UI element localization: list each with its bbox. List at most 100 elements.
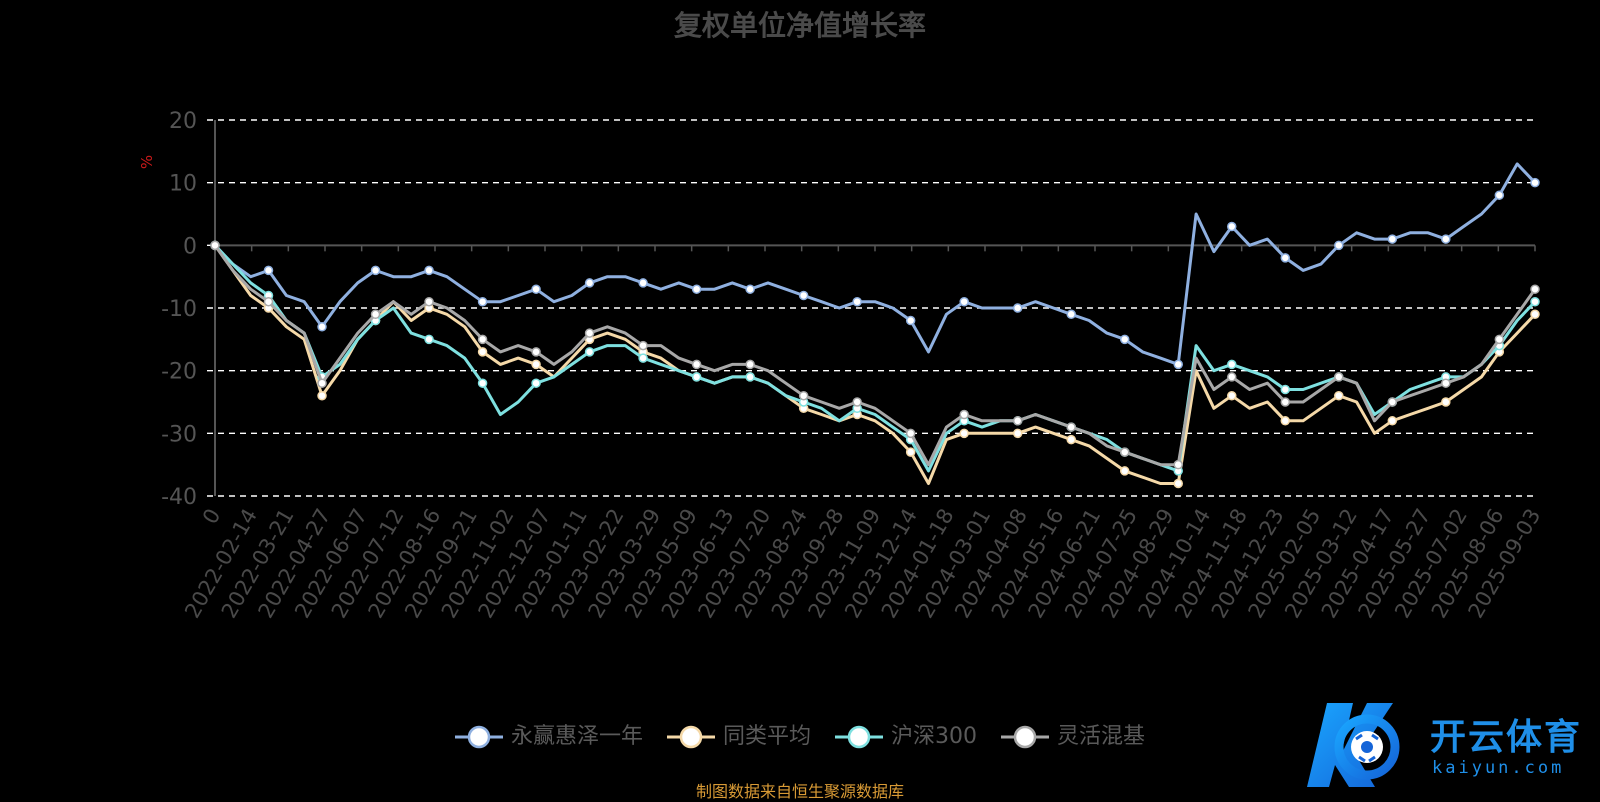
data-point [424, 296, 434, 307]
data-point [852, 296, 862, 307]
y-axis-label: % [138, 155, 156, 169]
data-point [745, 359, 755, 370]
series-line-2 [213, 244, 1537, 473]
data-point [1173, 459, 1183, 470]
x-tick-label: 0 [198, 505, 225, 529]
data-point [1334, 390, 1344, 401]
data-point [905, 447, 916, 457]
data-point [1119, 466, 1130, 476]
data-point [584, 328, 595, 338]
data-point [1280, 397, 1291, 407]
series-0 [210, 162, 1540, 370]
data-point [1227, 372, 1237, 382]
legend-label: 灵活混基 [1057, 724, 1146, 749]
data-point [1012, 416, 1023, 426]
kaiyun-logo [1307, 703, 1400, 787]
series-line-3 [213, 244, 1537, 467]
legend-label: 永赢惠泽一年 [510, 724, 643, 749]
data-point [1012, 303, 1023, 313]
data-point [1119, 447, 1130, 457]
series-1 [210, 240, 1540, 489]
legend-item-3[interactable]: 灵活混基 [1001, 718, 1145, 750]
gridlines [207, 119, 1535, 497]
data-point [691, 284, 702, 294]
data-point [317, 390, 327, 401]
data-point [531, 347, 541, 357]
legend-item-2[interactable]: 沪深300 [835, 718, 977, 750]
data-point [477, 378, 488, 388]
series-line-0 [213, 162, 1537, 366]
data-point [1441, 397, 1451, 407]
data-point [1494, 190, 1505, 200]
data-point [1530, 296, 1540, 307]
data-point [691, 359, 702, 370]
data-point [638, 340, 648, 351]
data-point [798, 290, 809, 301]
data-point [959, 409, 969, 420]
data-point [1494, 334, 1505, 345]
data-point [1387, 234, 1398, 244]
logo-name: 开云体育 [1430, 717, 1583, 758]
y-tick-label: -40 [161, 485, 197, 510]
data-point [1280, 416, 1291, 426]
data-point [1280, 253, 1291, 263]
data-point [1066, 309, 1076, 320]
data-point [1530, 284, 1540, 294]
y-tick-label: -30 [161, 422, 197, 447]
axes [214, 120, 1536, 496]
data-point [745, 372, 755, 382]
data-point [370, 309, 381, 320]
y-tick-label: -20 [161, 360, 197, 385]
legend-label: 沪深300 [891, 724, 977, 749]
data-point [531, 359, 541, 370]
y-tick-label: 0 [183, 234, 197, 259]
data-point [477, 334, 488, 345]
legend-item-0[interactable]: 永赢惠泽一年 [454, 718, 643, 750]
data-point [1173, 359, 1183, 370]
data-point [1387, 416, 1398, 426]
data-point [1280, 384, 1291, 395]
y-tick-labels: 20 10 0 -10 -20 -30 -40 [161, 109, 197, 510]
legend-item-1[interactable]: 同类平均 [666, 718, 811, 750]
data-point [263, 296, 274, 307]
data-point [959, 296, 969, 307]
data-point [531, 378, 541, 388]
series-3 [210, 240, 1540, 470]
data-point [1387, 397, 1398, 407]
data-point [1227, 221, 1237, 232]
data-point [745, 284, 755, 294]
data-point [1066, 434, 1076, 445]
data-point [531, 284, 541, 294]
data-point [1530, 177, 1540, 188]
logo-domain: kaiyun.com [1432, 758, 1565, 778]
data-point [1227, 390, 1237, 401]
data-point [584, 278, 595, 288]
data-point [317, 378, 327, 388]
y-tick-label: 10 [169, 172, 197, 197]
data-point [1530, 309, 1540, 320]
data-point [477, 347, 488, 357]
data-point [1441, 378, 1451, 388]
data-point [210, 240, 220, 251]
data-point [905, 428, 916, 439]
series-lines [210, 162, 1540, 489]
data-point [959, 428, 969, 439]
legend-marker-icon [1001, 725, 1049, 749]
legend-marker-icon [835, 725, 883, 749]
data-point [1066, 422, 1076, 432]
x-tick-labels: 02022-02-142022-03-212022-04-272022-06-0… [180, 504, 1545, 622]
legend-marker-icon [666, 725, 715, 749]
data-point [1441, 234, 1451, 244]
data-point [584, 347, 595, 357]
data-point [1334, 240, 1344, 251]
legend-label: 同类平均 [722, 724, 811, 749]
data-point [370, 265, 381, 276]
data-point [1334, 372, 1344, 382]
data-point [263, 265, 274, 276]
legend: 永赢惠泽一年 同类平均 沪深300 灵活混基 [0, 718, 1600, 750]
data-point [638, 353, 648, 363]
legend-marker-icon [454, 725, 503, 749]
series-line-1 [213, 244, 1537, 485]
data-point [317, 322, 327, 332]
data-point [691, 372, 702, 382]
